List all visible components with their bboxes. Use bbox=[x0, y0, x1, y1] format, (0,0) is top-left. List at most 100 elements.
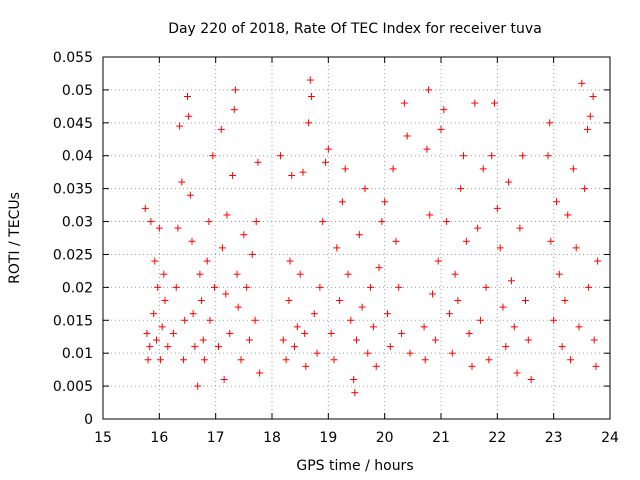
data-point bbox=[423, 145, 431, 153]
data-point bbox=[252, 218, 260, 226]
data-point bbox=[178, 178, 186, 186]
data-point bbox=[185, 112, 193, 120]
data-point bbox=[324, 145, 332, 153]
y-tick-label: 0.005 bbox=[53, 379, 93, 395]
data-point bbox=[361, 185, 369, 193]
data-point bbox=[248, 250, 256, 258]
data-point bbox=[589, 92, 597, 100]
data-point bbox=[392, 237, 400, 245]
data-point bbox=[491, 99, 499, 107]
data-point bbox=[488, 152, 496, 160]
data-point bbox=[313, 349, 321, 357]
data-point bbox=[547, 237, 555, 245]
x-tick-label: 19 bbox=[319, 430, 337, 446]
x-tick-label: 16 bbox=[150, 430, 168, 446]
data-point bbox=[513, 369, 521, 377]
ticks-layer: 15 16 17 18 19 20 21 22 23 24 0 0.005 0.01 0.015 0.02 0… bbox=[53, 50, 619, 446]
data-point bbox=[341, 165, 349, 173]
data-point bbox=[585, 283, 593, 291]
data-point bbox=[431, 336, 439, 344]
data-point bbox=[437, 125, 445, 133]
data-point bbox=[276, 152, 284, 160]
data-point bbox=[507, 277, 515, 285]
data-point bbox=[154, 283, 162, 291]
data-point bbox=[288, 171, 296, 179]
data-point bbox=[233, 270, 241, 278]
data-point bbox=[544, 152, 552, 160]
x-tick-label: 17 bbox=[207, 430, 225, 446]
data-point bbox=[445, 310, 453, 318]
data-point bbox=[350, 376, 358, 384]
data-point bbox=[176, 122, 184, 130]
plot-frame bbox=[102, 56, 611, 420]
data-point bbox=[586, 112, 594, 120]
data-point bbox=[147, 218, 155, 226]
data-point bbox=[434, 257, 442, 265]
x-tick-label: 15 bbox=[94, 430, 112, 446]
data-point bbox=[564, 211, 572, 219]
data-point bbox=[454, 297, 462, 305]
data-point bbox=[406, 349, 414, 357]
data-point bbox=[369, 323, 377, 331]
data-point bbox=[151, 257, 159, 265]
data-point bbox=[319, 218, 327, 226]
data-point bbox=[347, 316, 355, 324]
data-point bbox=[218, 244, 226, 252]
data-point bbox=[440, 106, 448, 114]
data-point bbox=[496, 244, 504, 252]
data-point bbox=[378, 218, 386, 226]
data-point bbox=[299, 168, 307, 176]
data-point bbox=[403, 132, 411, 140]
data-point bbox=[285, 297, 293, 305]
data-point bbox=[143, 329, 151, 337]
data-point bbox=[211, 283, 219, 291]
x-tick-label: 22 bbox=[488, 430, 506, 446]
x-tick-label: 24 bbox=[601, 430, 619, 446]
data-point bbox=[524, 336, 532, 344]
data-point bbox=[372, 362, 380, 370]
data-point bbox=[231, 86, 239, 94]
y-tick-label: 0.02 bbox=[62, 280, 93, 296]
data-point bbox=[305, 119, 313, 127]
data-point bbox=[516, 224, 524, 232]
data-point bbox=[186, 191, 194, 199]
data-point bbox=[527, 376, 535, 384]
data-point bbox=[310, 310, 318, 318]
y-tick-label: 0.04 bbox=[62, 149, 93, 165]
data-point bbox=[592, 362, 600, 370]
data-point bbox=[522, 297, 529, 305]
data-point bbox=[425, 86, 433, 94]
data-point bbox=[291, 343, 299, 351]
data-point bbox=[199, 336, 207, 344]
data-point bbox=[502, 343, 510, 351]
y-tick-label: 0 bbox=[84, 412, 93, 428]
data-point bbox=[367, 283, 375, 291]
data-point bbox=[293, 323, 301, 331]
data-point bbox=[282, 356, 290, 364]
data-point bbox=[160, 270, 168, 278]
y-tick-label: 0.05 bbox=[62, 83, 93, 99]
x-tick-label: 20 bbox=[376, 430, 394, 446]
data-point bbox=[206, 316, 214, 324]
points-layer bbox=[141, 76, 602, 397]
data-point bbox=[462, 237, 470, 245]
data-point bbox=[572, 244, 580, 252]
data-point bbox=[194, 382, 202, 390]
data-point bbox=[301, 329, 309, 337]
data-point bbox=[230, 106, 238, 114]
data-point bbox=[575, 323, 583, 331]
data-point bbox=[306, 76, 314, 84]
x-axis-label: GPS time / hours bbox=[296, 458, 413, 474]
data-point bbox=[569, 165, 577, 173]
data-point bbox=[200, 356, 208, 364]
data-point bbox=[153, 336, 161, 344]
data-point bbox=[479, 165, 487, 173]
data-point bbox=[222, 290, 230, 298]
data-point bbox=[296, 270, 304, 278]
data-point bbox=[237, 356, 245, 364]
data-point bbox=[457, 185, 465, 193]
data-point bbox=[558, 343, 566, 351]
data-point bbox=[155, 224, 163, 232]
data-point bbox=[505, 178, 513, 186]
